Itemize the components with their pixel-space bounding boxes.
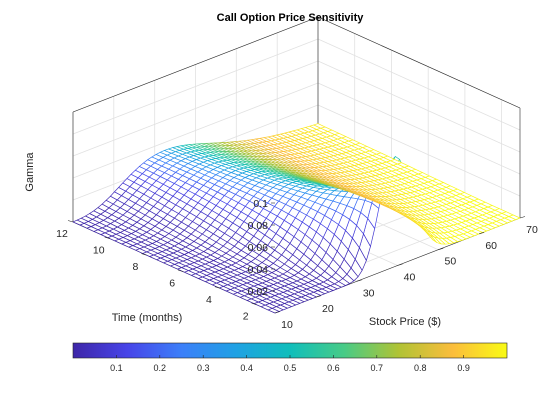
- z-tick-label: 0.1: [253, 198, 268, 210]
- x-tick-mark: [438, 247, 444, 250]
- colorbar-tick-label: 0.1: [110, 363, 123, 373]
- y-tick-label: 2: [243, 311, 249, 323]
- y-tick-label: 12: [56, 228, 68, 240]
- x-tick-mark: [356, 279, 362, 282]
- colorbar-tick-label: 0.3: [197, 363, 210, 373]
- mesh-cell: [313, 123, 326, 129]
- y-tick-mark: [178, 269, 184, 272]
- z-tick-label: 0.08: [248, 220, 269, 232]
- x-axis-label: Stock Price ($): [369, 316, 441, 328]
- y-tick-mark: [141, 253, 147, 256]
- x-tick-mark: [519, 216, 526, 219]
- x-tick-label: 10: [281, 319, 293, 331]
- colorbar-tick-label: 0.2: [154, 363, 167, 373]
- y-tick-label: 4: [206, 294, 212, 306]
- colorbar-tick-label: 0.6: [327, 363, 340, 373]
- y-tick-mark: [67, 220, 74, 223]
- x-tick-mark: [479, 232, 485, 235]
- z-tick-label: 0.04: [248, 264, 269, 276]
- colorbar-ticks: 0.1 0.2 0.3 0.4 0.5 0.6 0.7 0.8 0.9: [110, 355, 470, 373]
- y-axis-label: Time (months): [112, 312, 183, 324]
- x-tick-label: 30: [363, 287, 375, 299]
- x-tick-label: 20: [322, 303, 334, 315]
- z-tick-label: 0.02: [248, 286, 269, 298]
- x-tick-mark: [397, 263, 403, 266]
- surface-mesh: [72, 123, 521, 314]
- x-tick-mark: [315, 295, 321, 298]
- chart-title: Call Option Price Sensitivity: [217, 12, 365, 24]
- y-tick-mark: [251, 302, 257, 306]
- y-tick-mark: [214, 286, 220, 289]
- colorbar-tick-label: 0.8: [414, 363, 427, 373]
- colorbar-tick-label: 0.7: [371, 363, 384, 373]
- x-tick-mark: [274, 311, 281, 314]
- z-tick-label: 0.06: [248, 242, 269, 254]
- colorbar: 0.1 0.2 0.3 0.4 0.5 0.6 0.7 0.8 0.9: [72, 342, 508, 373]
- y-tick-label: 8: [133, 261, 139, 273]
- z-axis-label: Gamma: [24, 152, 36, 192]
- x-tick-label: 60: [485, 240, 497, 252]
- y-tick-mark: [104, 236, 110, 239]
- colorbar-tick-label: 0.9: [457, 363, 470, 373]
- x-tick-label: 70: [526, 224, 538, 236]
- colorbar-tick-label: 0.4: [240, 363, 253, 373]
- axis-ticks: 10 20 30 40 50 60 70 2 4 6 8 10 12 0.02 0.04 0.06 0.08 0.…: [56, 198, 538, 331]
- y-tick-label: 10: [93, 245, 105, 257]
- colorbar-tick-label: 0.5: [284, 363, 297, 373]
- x-tick-label: 50: [444, 256, 456, 268]
- y-tick-label: 6: [169, 278, 175, 290]
- x-tick-label: 40: [404, 272, 416, 284]
